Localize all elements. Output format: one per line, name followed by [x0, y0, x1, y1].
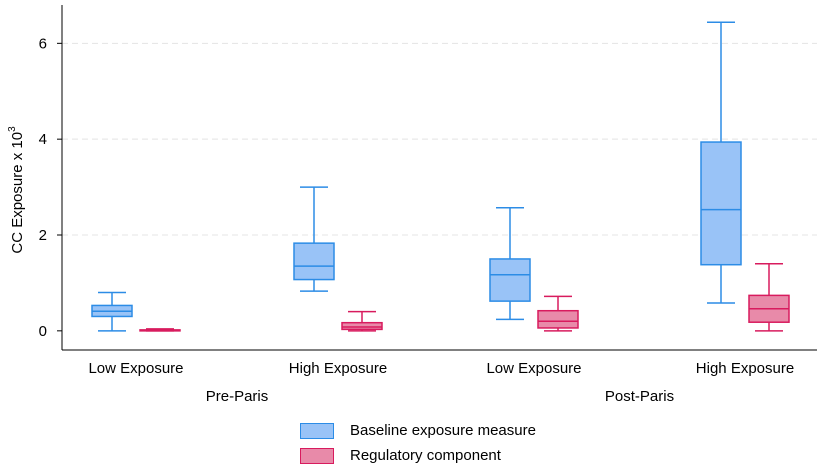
x-category-label: Low Exposure — [88, 360, 183, 377]
legend-label-baseline: Baseline exposure measure — [350, 422, 536, 439]
box-baseline-1 — [293, 186, 335, 292]
y-axis-ticks: 0 2 4 6 — [39, 35, 62, 340]
legend-item-regulatory: Regulatory component — [300, 443, 536, 468]
box-iqr — [537, 309, 579, 329]
x-category-label: Low Exposure — [486, 360, 581, 377]
box-regulatory-0 — [139, 328, 181, 332]
axes — [61, 5, 817, 351]
y-tick-label: 6 — [39, 35, 47, 52]
box-baseline-3 — [700, 21, 742, 304]
y-tick-label: 0 — [39, 323, 47, 340]
grid-lines — [62, 42, 817, 236]
box-regulatory-1 — [341, 310, 383, 332]
x-group-label: Pre-Paris — [206, 388, 269, 405]
box-iqr — [341, 321, 383, 331]
box-iqr — [293, 242, 335, 281]
x-axis-labels: Low Exposure High Exposure Low Exposure Hig… — [88, 360, 794, 405]
box-baseline-0 — [91, 291, 133, 332]
legend-label-regulatory: Regulatory component — [350, 447, 501, 464]
y-tick-label: 4 — [39, 131, 47, 148]
x-group-label: Post-Paris — [605, 388, 674, 405]
box-iqr — [700, 141, 742, 266]
y-tick-label: 2 — [39, 227, 47, 244]
legend-swatch-regulatory — [300, 447, 334, 464]
legend-swatch-baseline — [300, 422, 334, 439]
legend-item-baseline: Baseline exposure measure — [300, 418, 536, 443]
x-category-label: High Exposure — [696, 360, 794, 377]
box-baseline-2 — [489, 206, 531, 321]
box-plot-area — [91, 21, 790, 332]
y-axis-title: CC Exposure x 103 — [7, 126, 26, 254]
box-regulatory-3 — [748, 263, 790, 332]
legend: Baseline exposure measure Regulatory com… — [300, 418, 536, 468]
x-category-label: High Exposure — [289, 360, 387, 377]
box-iqr — [489, 258, 531, 302]
box-regulatory-2 — [537, 295, 579, 332]
